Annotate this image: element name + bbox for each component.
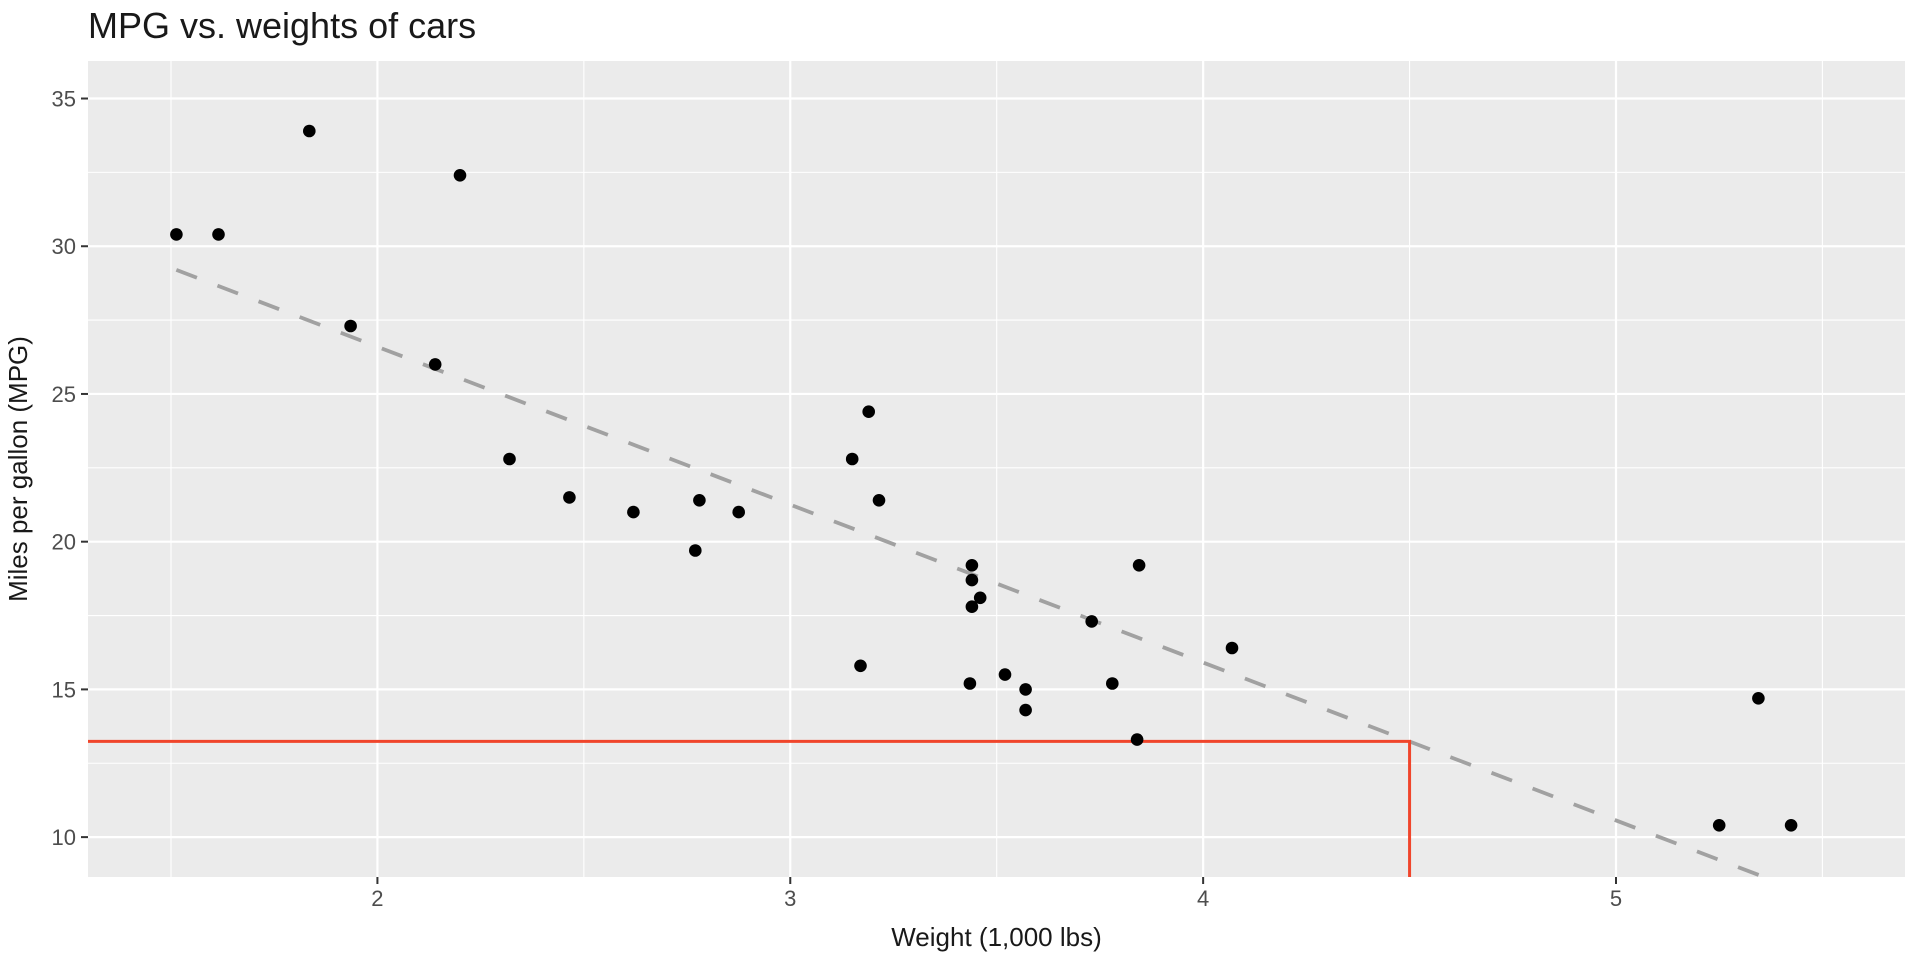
data-point xyxy=(453,169,467,182)
data-point xyxy=(854,659,867,673)
data-point xyxy=(627,505,640,519)
data-point xyxy=(1712,819,1726,832)
x-tick-label: 2 xyxy=(371,886,383,911)
data-point xyxy=(1019,683,1032,696)
y-tick-label: 10 xyxy=(52,825,76,850)
data-point xyxy=(212,228,225,241)
data-point xyxy=(1225,641,1239,655)
data-point xyxy=(344,319,357,333)
data-point xyxy=(963,677,977,690)
data-point xyxy=(965,573,979,587)
y-tick-label: 25 xyxy=(52,382,76,407)
plot-geoms xyxy=(88,124,1798,879)
data-point xyxy=(503,452,516,466)
regression-dashed-line xyxy=(175,268,1765,879)
data-point xyxy=(1784,819,1798,832)
data-point xyxy=(1752,692,1765,705)
data-point xyxy=(965,559,979,572)
axes: 2 3 4 5 10 15 20 25 30 35 xyxy=(52,87,1623,911)
x-tick-label: 5 xyxy=(1610,886,1622,911)
data-point xyxy=(1019,703,1032,717)
x-axis-title: Weight (1,000 lbs) xyxy=(891,922,1102,952)
y-tick-label: 15 xyxy=(52,677,76,702)
data-point xyxy=(1085,615,1098,628)
data-point xyxy=(689,544,702,557)
data-point xyxy=(998,668,1012,681)
prediction-lines xyxy=(88,739,1412,877)
data-point xyxy=(170,228,183,241)
data-point xyxy=(845,452,859,466)
x-tick-label: 4 xyxy=(1197,886,1209,911)
data-point xyxy=(1106,677,1119,690)
plot-title: MPG vs. weights of cars xyxy=(88,5,476,46)
x-tick-label: 3 xyxy=(784,886,796,911)
data-point xyxy=(303,124,316,138)
data-point xyxy=(1130,733,1144,746)
data-point xyxy=(563,491,576,504)
y-axis-title: Miles per gallon (MPG) xyxy=(3,336,33,602)
y-tick-label: 35 xyxy=(52,87,76,112)
y-tick-label: 20 xyxy=(52,530,76,555)
data-point xyxy=(1132,559,1146,572)
data-point xyxy=(872,494,886,507)
data-point xyxy=(965,600,979,613)
data-point xyxy=(973,591,987,605)
data-point xyxy=(693,494,706,507)
data-point xyxy=(428,358,442,371)
data-point xyxy=(862,405,875,419)
y-tick-label: 30 xyxy=(52,234,76,259)
data-point xyxy=(732,505,745,519)
